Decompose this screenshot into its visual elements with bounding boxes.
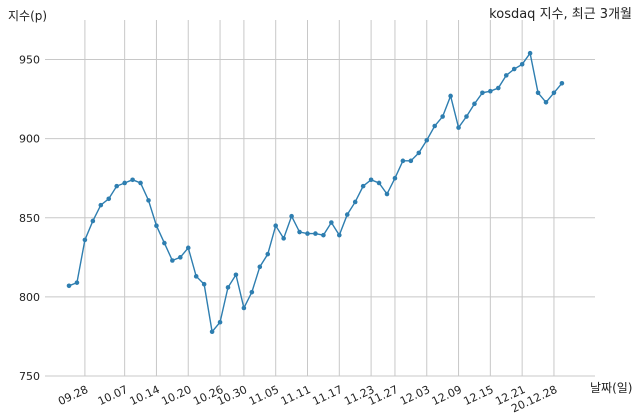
data-point	[130, 177, 135, 183]
data-point	[448, 93, 453, 99]
x-tick-label: 10.20	[159, 383, 193, 408]
x-tick-label: 10.14	[128, 383, 162, 408]
data-point	[114, 183, 119, 189]
data-point	[408, 158, 414, 164]
data-point	[376, 180, 382, 186]
data-point	[209, 329, 215, 335]
x-tick-label: 11.17	[311, 383, 345, 408]
x-axis-label: 날짜(일)	[590, 381, 632, 395]
data-point	[98, 202, 104, 208]
data-point	[90, 218, 96, 224]
data-point	[384, 191, 390, 197]
data-point	[329, 220, 334, 225]
data-point	[66, 283, 72, 289]
data-point	[472, 101, 477, 107]
data-point	[193, 274, 199, 279]
x-tick-label: 11.05	[247, 383, 281, 408]
data-point	[496, 85, 501, 91]
data-point	[344, 212, 350, 217]
data-point	[257, 264, 263, 270]
data-point	[440, 114, 445, 119]
grid-lines	[45, 20, 595, 377]
data-point	[185, 245, 191, 251]
data-point	[162, 240, 167, 246]
data-point	[305, 231, 310, 236]
data-point	[511, 66, 517, 72]
data-point	[543, 99, 549, 105]
data-point	[289, 213, 294, 219]
y-tick-label: 800	[19, 291, 40, 304]
data-point	[551, 90, 557, 96]
x-tick-label: 11.11	[279, 383, 313, 408]
data-point	[74, 280, 80, 285]
data-point	[559, 80, 565, 86]
data-point	[519, 62, 525, 67]
data-point	[416, 150, 422, 156]
x-tick-label: 12.15	[462, 383, 496, 408]
data-point	[225, 285, 231, 290]
data-point	[480, 90, 485, 96]
data-point	[432, 123, 438, 129]
data-point	[424, 137, 430, 143]
data-point	[313, 231, 318, 236]
data-point	[233, 272, 239, 278]
data-point	[321, 232, 326, 238]
data-point	[456, 125, 461, 130]
data-point	[170, 258, 175, 263]
series-line	[68, 51, 563, 334]
x-tick-label: 09.28	[56, 383, 90, 408]
data-point	[400, 158, 406, 164]
data-point	[138, 180, 143, 186]
y-axis-label: 지수(p)	[8, 9, 47, 23]
data-points	[66, 50, 565, 335]
data-point	[360, 183, 366, 189]
data-point	[352, 199, 358, 205]
data-point	[154, 223, 159, 228]
data-point	[178, 255, 183, 260]
data-point	[146, 198, 151, 203]
data-point	[82, 237, 88, 243]
data-point	[535, 90, 541, 96]
data-point	[241, 305, 247, 311]
data-point	[488, 88, 493, 94]
data-point	[217, 319, 223, 325]
data-point	[503, 73, 509, 78]
data-point	[281, 236, 286, 241]
x-tick-labels: 09.28 10.0710.1410.2010.2610.3011.0511.11…	[56, 383, 559, 415]
data-point	[265, 251, 271, 257]
data-point	[337, 232, 342, 238]
x-tick-label: 10.07	[96, 383, 130, 408]
data-point	[249, 289, 255, 295]
data-point	[527, 50, 533, 56]
chart-title: kosdaq 지수, 최근 3개월	[489, 7, 632, 22]
y-tick-label: 750	[19, 370, 40, 383]
y-tick-label: 900	[19, 133, 40, 146]
data-point	[201, 281, 207, 287]
data-point	[392, 175, 398, 181]
data-point	[106, 196, 112, 202]
x-tick-label: 12.03	[398, 383, 432, 408]
y-tick-labels: 750 800 850 900 950	[19, 54, 40, 383]
x-tick-label: 12.09	[430, 383, 464, 408]
data-point	[122, 180, 127, 186]
data-point	[464, 114, 469, 119]
data-point	[273, 223, 279, 228]
y-tick-label: 850	[19, 212, 40, 225]
y-tick-label: 950	[19, 54, 40, 67]
data-point	[368, 177, 374, 183]
data-point	[297, 229, 302, 235]
